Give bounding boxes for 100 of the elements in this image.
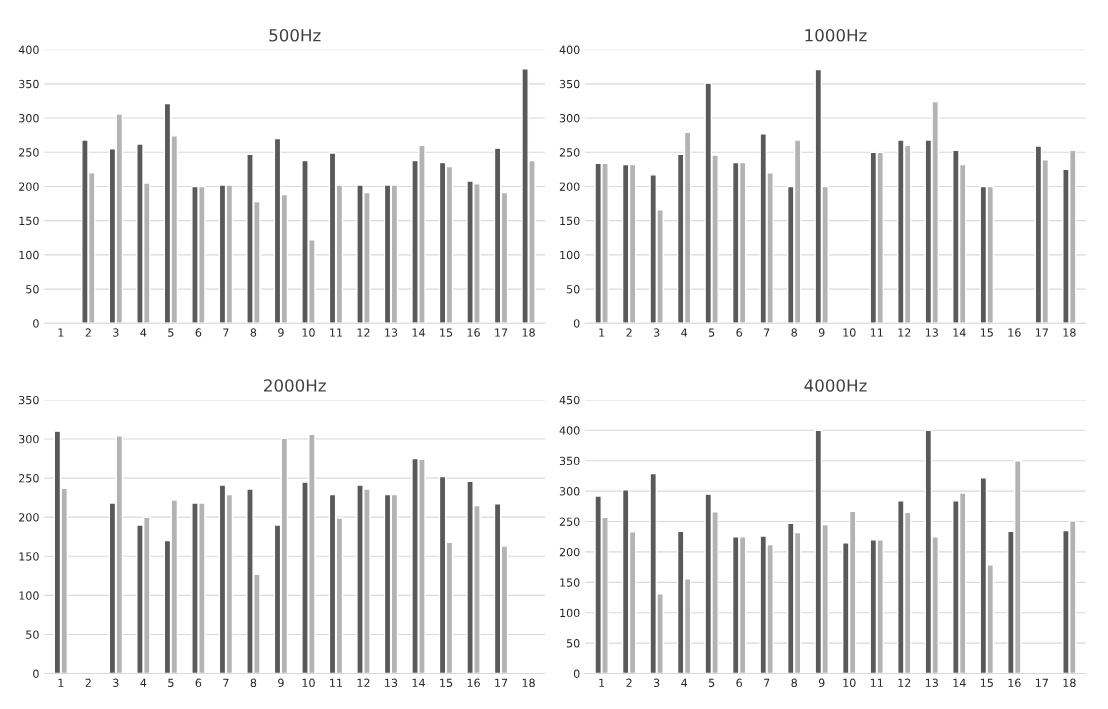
y-tick-label: 300: [559, 114, 580, 123]
x-tick-label: 2: [85, 678, 91, 687]
x-tick-label: 4: [140, 678, 147, 687]
y-tick-label: 200: [559, 182, 580, 191]
y-tick-label: 50: [26, 630, 39, 639]
x-tick-label: 12: [357, 328, 370, 337]
x-tick-label: 6: [736, 678, 743, 688]
y-tick-label: 50: [566, 639, 580, 648]
y-tick-label: 300: [19, 114, 39, 123]
x-tick-label: 6: [736, 328, 743, 337]
chart-title: 2000Hz: [264, 379, 326, 392]
x-tick-label: 17: [495, 328, 508, 337]
x-tick-label: 1: [58, 328, 64, 337]
x-tick-label: 18: [522, 328, 535, 337]
x-tick-label: 5: [168, 678, 174, 688]
x-tick-label: 4: [681, 328, 688, 337]
y-tick-label: 350: [19, 395, 39, 405]
x-tick-label: 10: [302, 678, 315, 688]
x-tick-label: 14: [953, 678, 966, 687]
x-tick-label: 1: [599, 678, 605, 687]
chart-title: 1000Hz: [805, 28, 867, 42]
y-tick-label: 450: [559, 395, 580, 405]
y-tick-label: 200: [19, 513, 39, 522]
x-tick-label: 13: [925, 678, 938, 688]
x-tick-label: 3: [113, 328, 119, 337]
x-tick-label: 13: [925, 328, 938, 337]
x-tick-label: 17: [495, 678, 508, 687]
x-tick-label: 13: [385, 678, 398, 688]
y-tick-label: 100: [19, 591, 39, 600]
y-tick-label: 200: [19, 182, 39, 191]
x-tick-label: 9: [278, 328, 284, 337]
y-tick-label: 200: [559, 547, 580, 557]
x-tick-label: 5: [708, 328, 715, 337]
y-tick-label: 100: [560, 250, 580, 260]
x-tick-label: 10: [843, 328, 856, 337]
y-tick-label: 300: [19, 434, 39, 444]
x-tick-label: 3: [113, 678, 119, 688]
x-tick-label: 12: [898, 678, 911, 687]
x-tick-label: 5: [708, 678, 715, 688]
y-tick-label: 150: [560, 578, 580, 587]
x-tick-label: 7: [764, 678, 770, 687]
y-tick-label: 0: [33, 319, 39, 328]
y-tick-label: 400: [559, 45, 580, 55]
x-tick-label: 13: [385, 328, 398, 337]
x-tick-label: 12: [357, 678, 370, 687]
y-tick-label: 150: [19, 216, 39, 226]
y-tick-label: 400: [559, 426, 580, 435]
x-tick-label: 1: [58, 678, 64, 687]
x-tick-label: 18: [1063, 328, 1076, 337]
x-tick-label: 2: [626, 328, 632, 337]
x-tick-label: 4: [140, 328, 147, 337]
x-tick-label: 17: [1035, 328, 1048, 337]
x-tick-label: 16: [467, 678, 480, 688]
y-tick-label: 150: [560, 216, 580, 226]
x-tick-label: 8: [791, 678, 797, 688]
x-tick-label: 15: [980, 328, 993, 337]
x-tick-label: 9: [278, 678, 284, 688]
x-tick-label: 10: [843, 678, 856, 688]
x-tick-label: 1: [599, 328, 605, 337]
x-tick-label: 8: [250, 328, 257, 337]
y-tick-label: 350: [19, 79, 39, 89]
x-tick-label: 6: [195, 328, 202, 337]
x-tick-label: 6: [195, 678, 202, 688]
chart-title: 4000Hz: [804, 379, 867, 392]
y-tick-label: 250: [19, 148, 39, 157]
x-tick-label: 11: [870, 678, 883, 687]
x-tick-label: 18: [1063, 678, 1076, 688]
x-tick-label: 5: [168, 328, 174, 337]
y-tick-label: 50: [566, 285, 580, 294]
y-tick-label: 100: [19, 250, 39, 260]
y-tick-label: 0: [33, 669, 39, 678]
x-tick-label: 3: [653, 328, 660, 337]
x-tick-label: 15: [440, 678, 453, 688]
y-tick-label: 350: [559, 456, 580, 466]
x-tick-label: 8: [250, 678, 257, 688]
x-tick-label: 7: [223, 328, 229, 337]
y-tick-label: 250: [19, 474, 39, 483]
y-tick-label: 400: [18, 45, 39, 55]
x-tick-label: 17: [1035, 678, 1048, 687]
y-tick-label: 0: [573, 669, 580, 678]
x-tick-label: 9: [818, 328, 825, 337]
x-tick-label: 7: [764, 328, 770, 337]
x-tick-label: 8: [791, 328, 797, 337]
x-tick-label: 2: [85, 328, 91, 337]
x-tick-label: 16: [1008, 328, 1021, 337]
x-tick-label: 18: [522, 678, 535, 688]
y-tick-label: 0: [573, 319, 580, 328]
x-tick-label: 14: [953, 328, 966, 337]
x-tick-label: 14: [412, 328, 425, 337]
x-tick-label: 4: [681, 678, 688, 687]
x-tick-label: 15: [980, 678, 993, 688]
x-tick-label: 16: [467, 328, 480, 337]
y-tick-label: 250: [559, 148, 580, 157]
y-tick-label: 300: [559, 487, 580, 496]
y-tick-label: 100: [560, 608, 580, 618]
x-tick-label: 16: [1008, 678, 1021, 688]
x-tick-label: 15: [440, 328, 453, 337]
x-tick-label: 12: [898, 328, 911, 337]
x-tick-label: 11: [870, 328, 883, 337]
x-tick-label: 11: [330, 328, 342, 337]
